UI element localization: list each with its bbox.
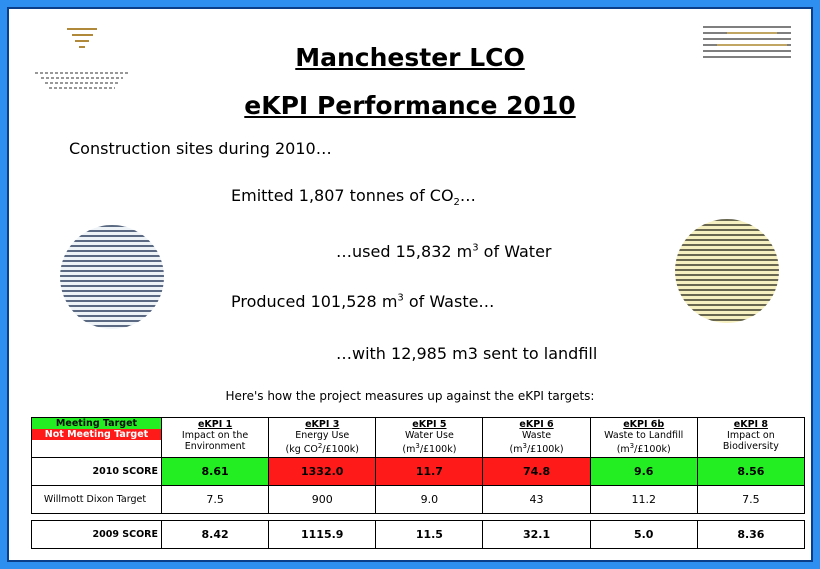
table-intro: Here's how the project measures up again…	[225, 389, 595, 403]
row: 2009 SCORE 8.42 1115.9 11.5 32.1 5.0 8.36	[31, 520, 806, 549]
kpi-name: eKPI 3	[305, 419, 340, 430]
text-part: Produced 101,528 m	[231, 292, 398, 311]
text-part: (m	[616, 444, 630, 456]
intro: Construction sites during 2010…	[69, 139, 332, 158]
text-part: 3	[472, 242, 479, 254]
text-part: of Waste…	[403, 292, 495, 311]
cell: 43	[482, 485, 591, 514]
text-part: /£100k)	[526, 444, 564, 456]
cell: 1115.9	[268, 520, 377, 549]
text-part: /£100k)	[419, 444, 457, 456]
cell: 9.6	[589, 457, 698, 486]
column-header: eKPI 3 Energy Use (kg CO2/£100k)	[268, 417, 377, 458]
cell: 9.0	[375, 485, 484, 514]
text-part: /£100k)	[322, 444, 359, 456]
kpi-unit: (m3/£100k)	[376, 441, 482, 455]
kpi-name: eKPI 6	[519, 419, 554, 430]
cell: 11.7	[375, 457, 484, 486]
kpi-name: eKPI 1	[197, 419, 233, 430]
cell: 74.8	[482, 457, 591, 486]
cell: 1332.0	[268, 457, 377, 486]
globe-left	[60, 225, 164, 329]
text-part: 3	[629, 442, 635, 450]
text-part: (m	[509, 444, 523, 456]
kpi-desc: Waste	[521, 430, 552, 441]
cell: 11.2	[589, 485, 698, 514]
text-part: 3	[522, 442, 527, 450]
fact: …with 12,985 m3 sent to landfill	[336, 344, 597, 363]
fact: …used 15,832 m3 of Water	[336, 242, 551, 261]
text-part: Emitted 1,807 tonnes of CO	[231, 186, 454, 205]
title: Manchester LCO	[295, 43, 525, 72]
text-part: 2	[317, 442, 323, 450]
logo-left	[35, 28, 129, 89]
legend-item: Not Meeting Target	[32, 429, 161, 440]
kpi-name: eKPI 6b	[623, 419, 665, 430]
cell: 5.0	[589, 520, 698, 549]
row-label: 2009 SCORE	[31, 520, 162, 549]
row-label: Willmott Dixon Target	[31, 485, 162, 514]
kpi-desc: Water Use	[404, 430, 454, 441]
cell: 8.61	[160, 457, 270, 486]
gap-row	[31, 513, 805, 521]
text-part: …	[459, 186, 476, 205]
text-part: …with 12,985 m3 sent to landfill	[336, 344, 598, 363]
cell: 900	[268, 485, 377, 514]
text-part: of Water	[478, 242, 552, 261]
kpi-unit: (kg CO2/£100k)	[269, 441, 375, 455]
kpi-desc: Waste to Landfill	[604, 430, 684, 441]
legend-item: Meeting Target	[32, 418, 161, 429]
text-part: (m	[402, 444, 416, 456]
cell: 11.5	[375, 520, 484, 549]
globe-right	[675, 219, 779, 323]
kpi-desc: Impact on Biodiversity	[722, 430, 779, 452]
column-header: eKPI 6b Waste to Landfill (m3/£100k)	[589, 417, 698, 458]
row: 2010 SCORE 8.61 1332.0 11.7 74.8 9.6 8.56	[31, 457, 806, 486]
cell: 7.5	[696, 485, 806, 514]
column-header: eKPI 8 Impact on Biodiversity	[696, 417, 806, 458]
column-header: eKPI 5 Water Use (m3/£100k)	[375, 417, 484, 458]
row: Willmott Dixon Target 7.5 900 9.0 43 11.2 7.5	[31, 485, 806, 514]
cell: 7.5	[160, 485, 270, 514]
header-row: Meeting Target Not Meeting Target eKPI 1 Im…	[31, 417, 806, 458]
kpi-name: eKPI 5	[412, 419, 447, 430]
subtitle: eKPI Performance 2010	[244, 91, 576, 120]
text-part: 3	[397, 292, 404, 304]
fact: Produced 101,528 m3 of Waste…	[231, 292, 494, 311]
kpi-name: eKPI 8	[733, 419, 768, 430]
cell: 32.1	[482, 520, 591, 549]
kpi-unit: (m3/£100k)	[591, 441, 697, 455]
text-part: 2	[453, 197, 460, 209]
legend: Meeting Target Not Meeting Target	[31, 417, 162, 458]
kpi-table: Meeting Target Not Meeting Target eKPI 1 Im…	[31, 417, 806, 549]
cell: 8.56	[696, 457, 806, 486]
cell: 8.42	[160, 520, 270, 549]
logo-right	[703, 26, 791, 58]
column-header: eKPI 1 Impact on the Environment	[160, 417, 270, 458]
text-part: …used 15,832 m	[336, 242, 473, 261]
kpi-desc: Energy Use	[295, 430, 350, 441]
row-label: 2010 SCORE	[31, 457, 162, 486]
gap	[31, 513, 805, 521]
fact: Emitted 1,807 tonnes of CO2…	[231, 186, 476, 208]
cell: 8.36	[696, 520, 806, 549]
slide: Manchester LCO eKPI Performance 2010 Con…	[7, 7, 813, 562]
text-part: 3	[415, 442, 420, 450]
kpi-unit: (m3/£100k)	[483, 441, 589, 455]
column-header: eKPI 6 Waste (m3/£100k)	[482, 417, 591, 458]
kpi-desc: Impact on the Environment	[181, 430, 249, 452]
text-part: (kg CO	[285, 444, 318, 456]
text-part: /£100k)	[634, 444, 671, 456]
